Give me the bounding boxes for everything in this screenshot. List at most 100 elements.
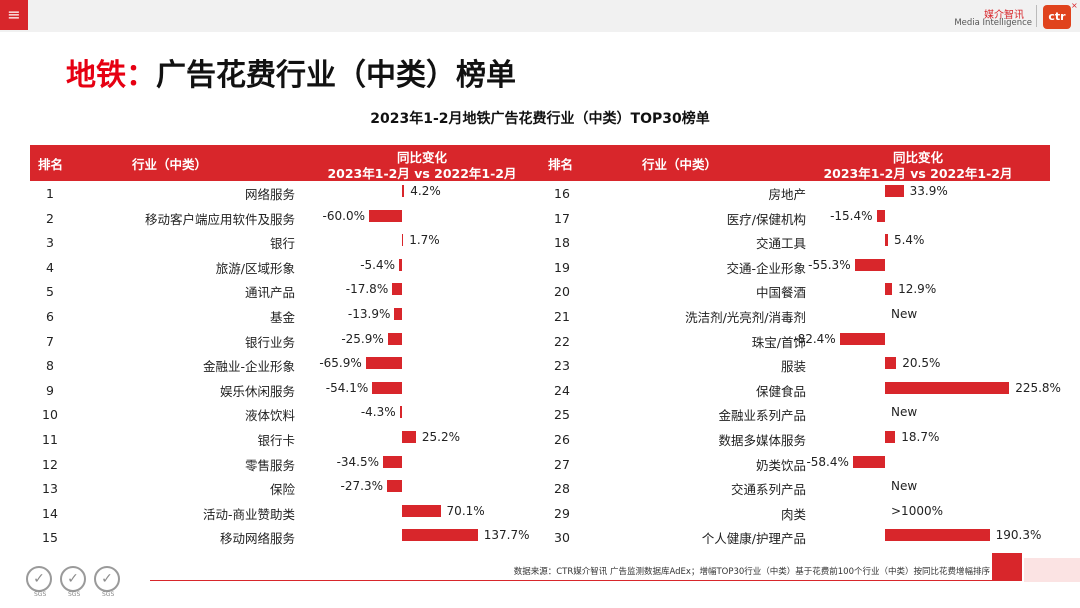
table-row: 22 珠宝/首饰 -82.4% [0, 330, 1080, 354]
industry-label: 个人健康/护理产品 [701, 531, 806, 547]
industry-label: 旅游/区域形象 [215, 260, 295, 276]
value-label: -27.3% [340, 479, 383, 494]
industry-label: 服装 [780, 359, 806, 375]
rank-cell: 23 [554, 358, 570, 374]
change-bar [369, 209, 402, 222]
rank-cell: 29 [554, 505, 570, 521]
industry-label: 网络服务 [244, 187, 295, 202]
sgs-cert-label: SGS [34, 591, 47, 598]
change-bar [365, 357, 402, 370]
value-label: 12.9% [898, 282, 937, 297]
table-row: 6 基金 -13.9% [0, 305, 1080, 329]
industry-label: 交通-企业形象 [726, 260, 806, 276]
rank-cell: 20 [554, 284, 570, 300]
rank-cell: 9 [46, 382, 54, 398]
rank-cell: 6 [46, 309, 54, 324]
industry-label: 液体饮料 [244, 408, 295, 424]
table-row: 21 洗洁剂/光亮剂/消毒剂 New [0, 305, 1080, 329]
change-bar [839, 332, 885, 345]
rank-cell: 21 [554, 309, 570, 324]
close-icon[interactable]: × [1071, 1, 1078, 10]
sgs-cert-icon: ✓ [26, 566, 52, 592]
value-label: 190.3% [995, 528, 1042, 543]
industry-label: 保健食品 [755, 383, 806, 399]
value-label: New [891, 405, 918, 420]
header-period: 2023年1-2月 vs 2022年1-2月 [823, 166, 1013, 181]
rank-cell: 15 [42, 530, 58, 546]
change-bar [387, 332, 402, 345]
rank-cell: 19 [554, 259, 570, 275]
header-change: 同比变化 [892, 150, 943, 165]
brand-name-cn: 媒介智讯 [984, 10, 1024, 21]
value-label: 137.7% [483, 528, 530, 543]
value-label: 20.5% [902, 356, 941, 371]
industry-label: 交通工具 [755, 236, 806, 252]
table-row: 16 房地产 33.9% [0, 182, 1080, 206]
industry-label: 银行 [269, 236, 295, 252]
header-period: 2023年1-2月 vs 2022年1-2月 [327, 166, 517, 181]
header-industry: 行业（中类） [642, 157, 718, 172]
industry-label: 交通系列产品 [730, 482, 806, 498]
value-label: New [891, 307, 918, 321]
table-header-right: 排名 行业（中类） 同比变化 2023年1-2月 vs 2022年1-2月 [548, 145, 1050, 181]
table-row: 2 移动客户端应用软件及服务 -60.0% [0, 207, 1080, 231]
table-row: 29 肉类 >1000% [0, 502, 1080, 526]
rank-cell: 28 [554, 481, 570, 497]
rank-cell: 7 [46, 333, 54, 349]
industry-label: 零售服务 [244, 457, 295, 473]
rank-cell: 26 [554, 432, 570, 447]
header-change: 同比变化 [396, 150, 447, 165]
industry-label: 洗洁剂/光亮剂/消毒剂 [685, 310, 806, 325]
rank-cell: 4 [46, 259, 54, 275]
brand-name-en: Media Intelligence [954, 18, 1032, 28]
table-row: 13 保险 -27.3% [0, 477, 1080, 501]
change-bar [876, 209, 885, 222]
rank-cell: 10 [42, 407, 58, 423]
table-row: 24 保健食品 225.8% [0, 379, 1080, 403]
footer-accent-block [992, 553, 1022, 581]
industry-label: 活动-商业赞助类 [202, 506, 295, 522]
change-bar [885, 529, 990, 542]
industry-label: 保险 [269, 482, 295, 498]
industry-label: 中国餐酒 [755, 285, 806, 301]
sgs-cert-label: SGS [68, 591, 81, 598]
rank-cell: 12 [42, 456, 58, 472]
sgs-cert-label: SGS [102, 591, 115, 598]
value-label: -60.0% [322, 208, 365, 223]
value-label: 4.2% [410, 184, 441, 198]
rank-cell: 3 [46, 235, 54, 251]
change-bar [399, 406, 402, 419]
rank-cell: 14 [42, 505, 58, 521]
industry-label: 医疗/保健机构 [726, 211, 806, 227]
table-row: 7 银行业务 -25.9% [0, 330, 1080, 354]
table-row: 8 金融业-企业形象 -65.9% [0, 354, 1080, 378]
table-row: 17 医疗/保健机构 -15.4% [0, 207, 1080, 231]
table-row: 23 服装 20.5% [0, 354, 1080, 378]
value-label: 70.1% [446, 503, 485, 518]
change-bar [402, 529, 478, 542]
table-row: 14 活动-商业赞助类 70.1% [0, 502, 1080, 526]
industry-label: 金融业-企业形象 [202, 359, 295, 375]
table-row: 28 交通系列产品 New [0, 477, 1080, 501]
table-row: 9 娱乐休闲服务 -54.1% [0, 379, 1080, 403]
value-label: -82.4% [793, 331, 836, 346]
change-bar [394, 308, 402, 320]
rank-cell: 1 [46, 186, 54, 201]
rank-cell: 27 [554, 456, 570, 472]
value-label: -17.8% [345, 282, 389, 297]
table-row: 20 中国餐酒 12.9% [0, 280, 1080, 304]
change-bar [854, 258, 885, 271]
value-label: 5.4% [893, 233, 925, 248]
top-bar: ≡ 媒介智讯 Media Intelligence ctr × [0, 0, 1080, 32]
rank-cell: 8 [46, 358, 54, 374]
table-row: 11 银行卡 25.2% [0, 428, 1080, 452]
value-label: -13.9% [347, 307, 391, 321]
industry-label: 肉类 [780, 506, 806, 522]
value-label: 25.2% [421, 430, 460, 444]
rank-cell: 30 [554, 530, 570, 546]
table-row: 18 交通工具 5.4% [0, 231, 1080, 255]
menu-icon[interactable]: ≡ [0, 0, 28, 30]
data-source-note: 数据来源：CTR媒介智讯 广告监测数据库AdEx；增幅TOP30行业（中类）基于… [513, 567, 990, 577]
rank-cell: 17 [554, 210, 570, 226]
table-row: 5 通讯产品 -17.8% [0, 280, 1080, 304]
